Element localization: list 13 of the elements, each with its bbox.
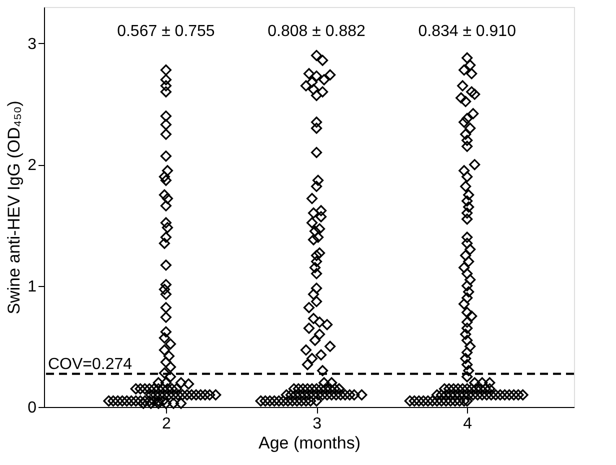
x-axis-title: Age (months) xyxy=(258,434,361,452)
x-tick-label: 2 xyxy=(162,416,172,432)
annotation: 0.567 ± 0.755 xyxy=(117,23,215,40)
x-tick-label: 3 xyxy=(312,416,322,432)
y-tick-label: 1 xyxy=(28,278,37,296)
annotation: 0.808 ± 0.882 xyxy=(268,23,366,40)
y-tick-label: 0 xyxy=(28,400,37,416)
y-tick-label: 2 xyxy=(28,157,37,174)
x-tick-label: 4 xyxy=(463,416,472,432)
y-axis-title: Swine anti-HEV IgG (OD₄₅₀) xyxy=(4,100,24,314)
y-tick-label: 3 xyxy=(28,36,37,53)
annotation: 0.834 ± 0.910 xyxy=(418,23,516,40)
ref-line-label: COV=0.274 xyxy=(48,356,132,373)
